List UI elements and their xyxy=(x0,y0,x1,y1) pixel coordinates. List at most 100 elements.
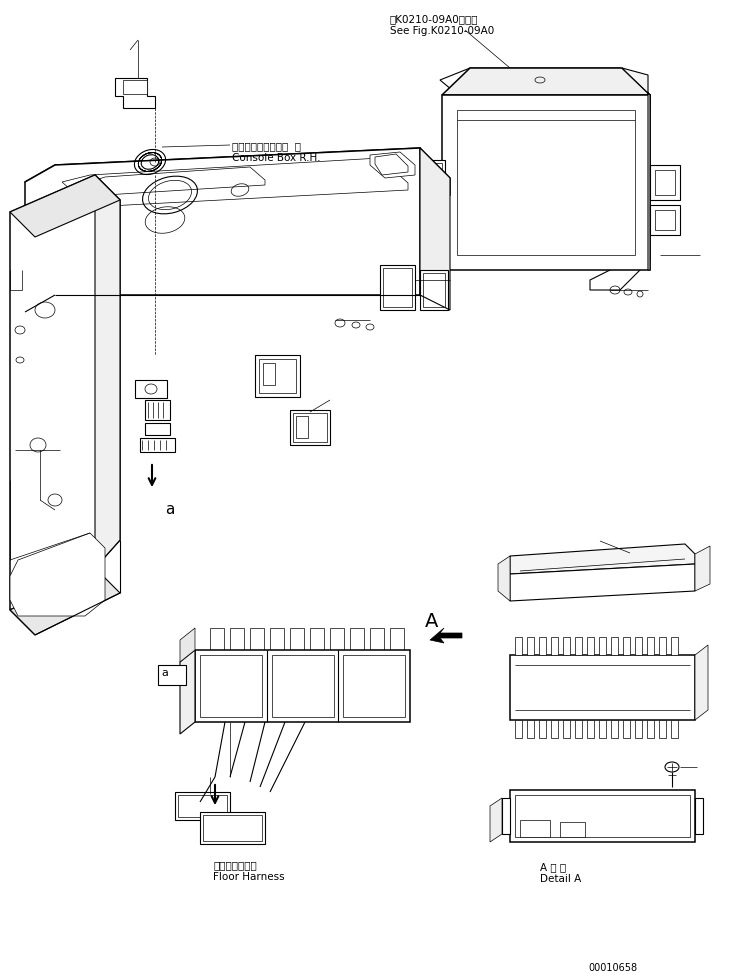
Polygon shape xyxy=(178,795,227,817)
Polygon shape xyxy=(575,720,582,738)
Text: 00010658: 00010658 xyxy=(588,963,637,973)
Polygon shape xyxy=(563,637,570,655)
Polygon shape xyxy=(420,270,448,310)
Polygon shape xyxy=(259,359,296,393)
Polygon shape xyxy=(210,628,224,650)
Polygon shape xyxy=(650,205,680,235)
Polygon shape xyxy=(380,265,415,310)
Polygon shape xyxy=(10,175,120,610)
Polygon shape xyxy=(650,165,680,200)
Polygon shape xyxy=(515,720,522,738)
Polygon shape xyxy=(510,790,695,842)
Polygon shape xyxy=(296,416,308,438)
Polygon shape xyxy=(590,68,650,290)
Polygon shape xyxy=(10,568,120,635)
Polygon shape xyxy=(599,637,606,655)
Polygon shape xyxy=(671,720,678,738)
Polygon shape xyxy=(158,665,186,685)
Polygon shape xyxy=(343,655,405,717)
Polygon shape xyxy=(623,720,630,738)
Polygon shape xyxy=(203,815,262,841)
Polygon shape xyxy=(551,637,558,655)
Polygon shape xyxy=(375,154,408,175)
Polygon shape xyxy=(659,637,666,655)
Polygon shape xyxy=(123,80,147,94)
Polygon shape xyxy=(587,637,594,655)
Polygon shape xyxy=(498,556,510,601)
Polygon shape xyxy=(635,637,642,655)
Polygon shape xyxy=(510,655,695,720)
Polygon shape xyxy=(272,655,334,717)
Text: フロアハーネス: フロアハーネス xyxy=(213,860,257,870)
Polygon shape xyxy=(563,720,570,738)
Polygon shape xyxy=(551,720,558,738)
Polygon shape xyxy=(135,380,167,398)
Polygon shape xyxy=(539,720,546,738)
Polygon shape xyxy=(622,68,650,270)
Polygon shape xyxy=(695,798,703,834)
Text: コンソールボックス  右: コンソールボックス 右 xyxy=(232,141,301,151)
Polygon shape xyxy=(25,148,420,312)
Polygon shape xyxy=(695,546,710,591)
Polygon shape xyxy=(263,363,275,385)
Polygon shape xyxy=(527,720,534,738)
Polygon shape xyxy=(140,438,175,452)
Polygon shape xyxy=(520,820,550,837)
Polygon shape xyxy=(200,812,265,844)
Text: a: a xyxy=(161,668,168,678)
Polygon shape xyxy=(180,628,195,662)
Polygon shape xyxy=(560,822,585,837)
Polygon shape xyxy=(430,163,442,197)
Polygon shape xyxy=(611,637,618,655)
Polygon shape xyxy=(655,170,675,195)
Polygon shape xyxy=(623,637,630,655)
Text: Floor Harness: Floor Harness xyxy=(213,872,285,882)
Polygon shape xyxy=(599,720,606,738)
Polygon shape xyxy=(390,628,404,650)
Polygon shape xyxy=(10,175,120,237)
Polygon shape xyxy=(695,645,708,720)
Polygon shape xyxy=(95,175,120,568)
Polygon shape xyxy=(270,628,284,650)
Polygon shape xyxy=(370,152,415,178)
Polygon shape xyxy=(25,148,450,212)
Polygon shape xyxy=(515,795,690,837)
Polygon shape xyxy=(255,355,300,397)
Polygon shape xyxy=(457,110,635,255)
Polygon shape xyxy=(293,413,327,442)
Polygon shape xyxy=(200,655,262,717)
Polygon shape xyxy=(10,533,105,616)
Polygon shape xyxy=(180,650,195,734)
Polygon shape xyxy=(145,423,170,435)
Polygon shape xyxy=(62,158,408,207)
Text: Detail A: Detail A xyxy=(540,874,581,884)
Polygon shape xyxy=(290,410,330,445)
Polygon shape xyxy=(175,792,230,820)
Polygon shape xyxy=(350,628,364,650)
Text: A: A xyxy=(425,612,439,631)
Polygon shape xyxy=(423,273,445,307)
Polygon shape xyxy=(430,160,445,200)
Polygon shape xyxy=(510,544,695,574)
Polygon shape xyxy=(611,720,618,738)
Polygon shape xyxy=(510,564,695,601)
Polygon shape xyxy=(420,148,450,310)
Polygon shape xyxy=(647,637,654,655)
Polygon shape xyxy=(330,628,344,650)
Polygon shape xyxy=(440,68,650,105)
Polygon shape xyxy=(418,175,430,185)
Polygon shape xyxy=(502,798,510,834)
Polygon shape xyxy=(490,798,502,842)
Text: Console Box R.H.: Console Box R.H. xyxy=(232,153,321,163)
Polygon shape xyxy=(647,720,654,738)
Polygon shape xyxy=(145,400,170,420)
Polygon shape xyxy=(310,628,324,650)
Text: a: a xyxy=(165,502,175,517)
Polygon shape xyxy=(575,637,582,655)
Text: A 詳 細: A 詳 細 xyxy=(540,862,566,872)
Polygon shape xyxy=(635,720,642,738)
Polygon shape xyxy=(195,650,410,722)
Polygon shape xyxy=(515,637,522,655)
Polygon shape xyxy=(527,637,534,655)
Polygon shape xyxy=(115,78,155,108)
